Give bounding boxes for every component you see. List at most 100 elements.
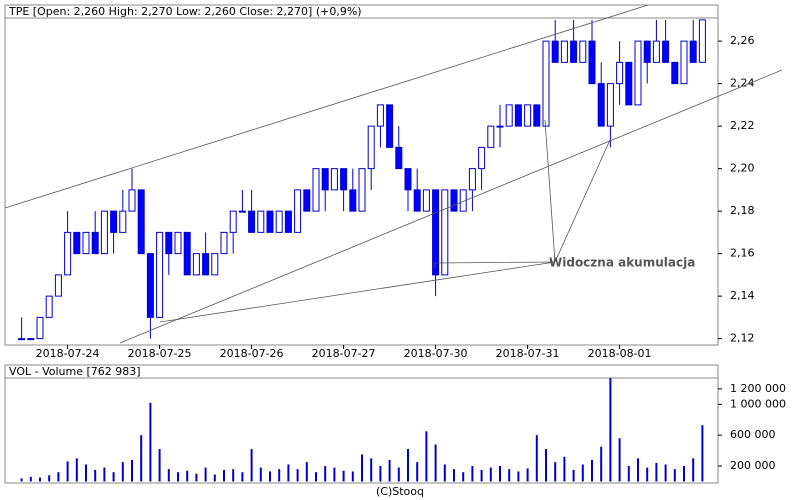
candle-body: [312, 168, 320, 212]
volume-bar: [305, 462, 308, 482]
annotation: Widoczna akumulacja: [549, 256, 695, 270]
candle-body: [202, 253, 210, 276]
x-tick-label: 2018-07-31: [496, 347, 560, 360]
volume-bar: [269, 471, 271, 482]
x-tick-label: 2018-08-01: [588, 347, 652, 360]
volume-bar: [637, 458, 639, 482]
volume-bar: [103, 467, 106, 482]
candle-body: [514, 104, 522, 127]
volume-bar: [85, 464, 87, 482]
candle-body: [588, 40, 596, 85]
candle-body: [551, 40, 559, 63]
volume-bar: [545, 449, 547, 482]
volume-bar: [223, 469, 225, 482]
candle-body: [192, 253, 200, 276]
volume-bar: [554, 462, 557, 482]
volume-bar: [149, 402, 152, 482]
candle-body: [73, 231, 81, 255]
candle-body: [616, 61, 624, 85]
candle-body: [698, 19, 706, 63]
volume-bar: [232, 469, 235, 482]
volume-bar: [453, 469, 455, 482]
candle-body: [662, 40, 670, 63]
volume-bar: [195, 473, 198, 482]
candle-body: [505, 104, 513, 127]
candle-body: [652, 40, 660, 63]
candle-body: [606, 83, 614, 127]
candle-body: [478, 146, 486, 170]
candle-body: [496, 125, 504, 128]
trend-line: [4, 4, 649, 209]
volume-bar: [204, 467, 207, 482]
volume-bar: [29, 476, 32, 482]
volume-bar: [186, 470, 189, 482]
candle-body: [643, 40, 651, 63]
x-tick-label: 2018-07-27: [312, 347, 376, 360]
candle-body: [275, 210, 283, 233]
candle-body: [560, 40, 568, 63]
candle-body: [340, 168, 348, 191]
x-tick-label: 2018-07-24: [36, 347, 100, 360]
x-tick-label: 2018-07-30: [404, 347, 468, 360]
candle-body: [524, 104, 532, 127]
volume-bar: [250, 449, 253, 482]
volume-bar: [480, 469, 483, 482]
volume-bar: [407, 449, 409, 482]
volume-bar: [241, 472, 244, 482]
candle-body: [671, 61, 679, 85]
candle-body: [376, 104, 384, 127]
candle-body: [137, 189, 145, 255]
volume-bar: [618, 438, 621, 482]
candle-body: [165, 231, 173, 255]
candle-body: [110, 210, 118, 233]
candle-body: [395, 146, 403, 170]
volume-bar: [508, 469, 511, 482]
volume-bar: [609, 378, 612, 482]
volume-bar: [361, 454, 363, 482]
candle-body: [284, 210, 292, 233]
volume-bar: [213, 474, 216, 482]
candle-body: [450, 189, 458, 212]
candle-body: [146, 253, 154, 318]
x-tick-label: 2018-07-26: [220, 347, 284, 360]
volume-bar: [131, 459, 133, 482]
y-tick-label: 2,12: [730, 332, 755, 345]
chart-title: TPE [Open: 2,260 High: 2,270 Low: 2,260 …: [8, 5, 362, 18]
candle-body: [579, 40, 587, 63]
candle-body: [625, 61, 633, 106]
volume-bar: [158, 449, 161, 482]
volume-bar: [379, 466, 382, 482]
volume-bar: [646, 467, 649, 482]
volume-bar: [572, 469, 575, 482]
y-tick-label: 200 000: [730, 459, 776, 472]
candle-body: [294, 189, 302, 233]
volume-bar: [177, 472, 179, 482]
volume-bar: [600, 446, 603, 482]
volume-bar: [581, 464, 584, 482]
trend-line: [119, 69, 783, 344]
volume-bar: [673, 469, 676, 482]
volume-bar: [655, 462, 658, 482]
volume-title: VOL - Volume [762 983]: [9, 365, 141, 378]
y-tick-label: 2,14: [730, 289, 755, 302]
y-tick-label: 2,18: [730, 204, 755, 217]
candle-body: [441, 189, 449, 276]
volume-bar: [287, 464, 290, 482]
candle-body: [257, 210, 265, 233]
x-tick-label: 2018-07-25: [128, 347, 192, 360]
annotation-line: [159, 261, 556, 323]
candle-body: [597, 83, 605, 127]
candle-body: [680, 40, 688, 85]
candle-body: [570, 40, 578, 63]
volume-bar: [66, 461, 69, 482]
y-tick-label: 1 000 000: [730, 397, 786, 410]
volume-bar: [443, 464, 446, 482]
volume-bar: [692, 458, 695, 482]
y-tick-label: 2,24: [730, 77, 755, 90]
candle-body: [36, 316, 44, 340]
candle-body: [220, 231, 228, 255]
candle-body: [487, 125, 495, 148]
candle-body: [211, 253, 219, 276]
candle-body: [330, 168, 338, 191]
volume-bar: [526, 468, 529, 482]
